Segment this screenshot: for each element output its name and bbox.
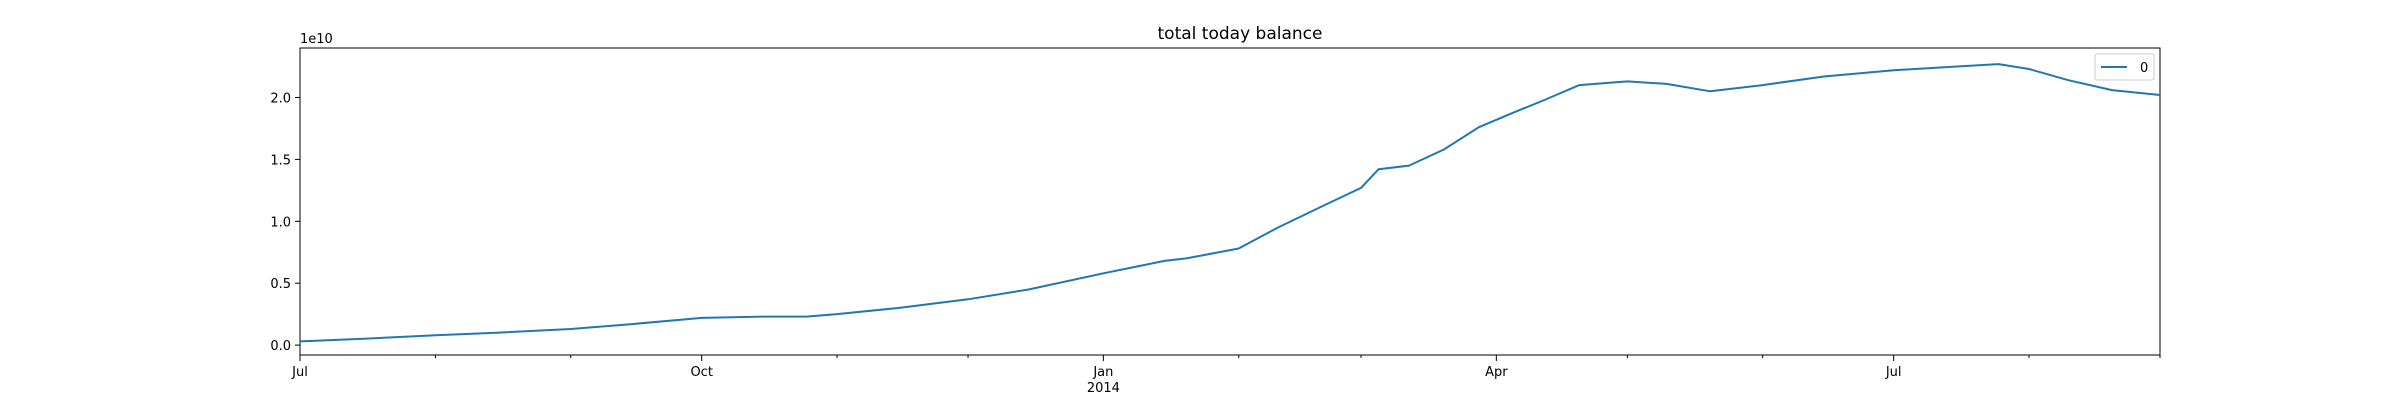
x-tick-label-1: Oct: [690, 365, 712, 380]
plot-area: [299, 47, 2161, 356]
x-tick-label-3: Apr: [1485, 365, 1508, 380]
x-tick-label-4: Jul: [1885, 365, 1902, 380]
series-layer: [299, 63, 2161, 343]
y-tick-label-4: 2.0: [270, 92, 291, 107]
y-tick-label-0: 0.0: [270, 339, 291, 354]
y-tick-label-3: 1.5: [270, 153, 291, 168]
x-tick-sublabel-2: 2014: [1087, 381, 1120, 396]
x-tick-label-0: Jul: [291, 365, 308, 380]
series-line-0: [299, 63, 2161, 343]
legend: 0: [2094, 53, 2155, 81]
chart-title: total today balance: [1158, 24, 1323, 44]
x-tick-label-2: Jan: [1092, 365, 1113, 380]
y-tick-label-1: 0.5: [270, 277, 291, 292]
y-tick-label-2: 1.0: [270, 215, 291, 230]
legend-label-series-0: 0: [2140, 61, 2148, 76]
y-offset-label: 1e10: [300, 32, 333, 47]
y-axis: 0.0 0.5 1.0 1.5 2.0: [270, 92, 300, 354]
